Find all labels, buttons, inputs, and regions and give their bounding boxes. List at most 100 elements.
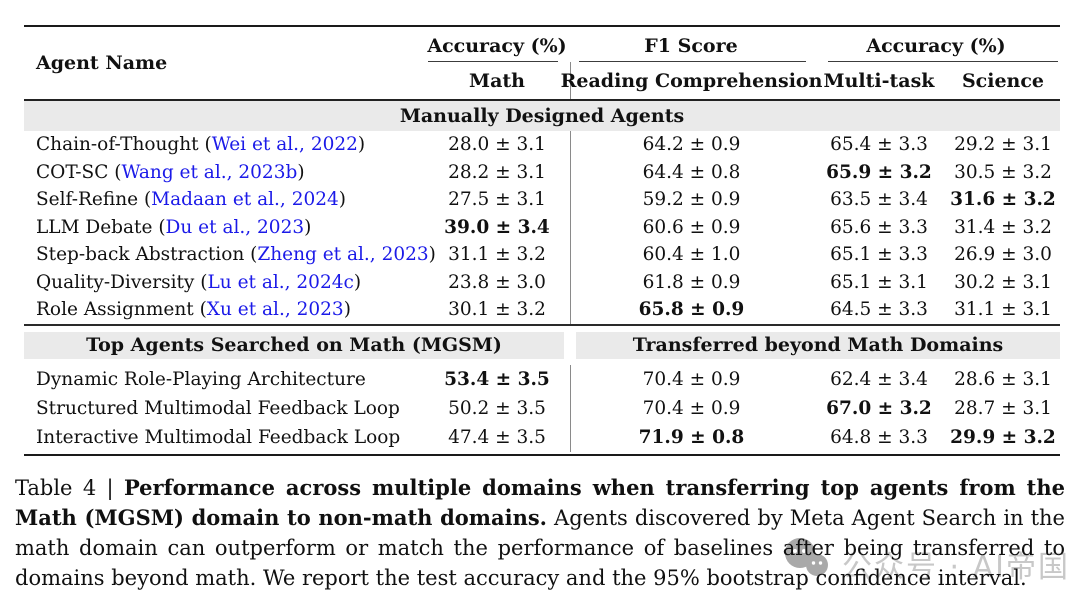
reading-f1-value: 64.2 ± 0.9 bbox=[570, 131, 812, 159]
agent-name-text: COT-SC bbox=[36, 161, 109, 183]
multi-task-accuracy-value: 65.1 ± 3.1 bbox=[830, 271, 928, 293]
agent-name: Structured Multimodal Feedback Loop bbox=[24, 394, 424, 423]
column-header-math: Math bbox=[469, 69, 525, 92]
agent-name-text: Chain-of-Thought bbox=[36, 134, 199, 156]
science-accuracy-value: 26.9 ± 3.0 bbox=[954, 244, 1052, 266]
table-row: LLM Debate (Du et al., 2023) 39.0 ± 3.4 … bbox=[24, 213, 1060, 242]
section-band-top-agents: Top Agents Searched on Math (MGSM) bbox=[24, 331, 564, 359]
agent-name-text: Structured Multimodal Feedback Loop bbox=[36, 397, 400, 419]
section-band-split: Top Agents Searched on Math (MGSM) Trans… bbox=[24, 331, 1060, 359]
agent-name: Role Assignment (Xu et al., 2023) bbox=[24, 296, 424, 324]
multi-task-accuracy-value: 65.4 ± 3.3 bbox=[830, 134, 928, 156]
column-header-science: Science bbox=[961, 69, 1045, 92]
wechat-icon bbox=[785, 538, 828, 576]
agent-name: Interactive Multimodal Feedback Loop bbox=[24, 423, 424, 452]
section-band-transferred: Transferred beyond Math Domains bbox=[576, 331, 1060, 359]
cmidrule bbox=[828, 61, 1058, 62]
reading-f1-value: 70.4 ± 0.9 bbox=[570, 393, 812, 423]
science-accuracy-value: 28.6 ± 3.1 bbox=[954, 368, 1052, 390]
group-header-accuracy-math: Accuracy (%) bbox=[424, 27, 570, 62]
agent-name-header: Agent Name bbox=[36, 52, 168, 74]
agent-name: Chain-of-Thought (Wei et al., 2022) bbox=[24, 131, 424, 159]
math-accuracy-value: 31.1 ± 3.2 bbox=[448, 244, 546, 266]
science-accuracy-value: 29.9 ± 3.2 bbox=[950, 426, 1056, 448]
citation: (Du et al., 2023) bbox=[152, 216, 312, 238]
group-header-label: F1 Score bbox=[644, 35, 738, 57]
agent-name: COT-SC (Wang et al., 2023b) bbox=[24, 159, 424, 187]
agent-name: Quality-Diversity (Lu et al., 2024c) bbox=[24, 269, 424, 297]
cmidrule bbox=[428, 61, 558, 62]
math-accuracy-value: 47.4 ± 3.5 bbox=[448, 426, 546, 448]
citation: (Madaan et al., 2024) bbox=[138, 189, 346, 211]
citation-link[interactable]: Wang et al., 2023b bbox=[121, 161, 298, 183]
table-caption: Table 4 | Performance across multiple do… bbox=[15, 473, 1065, 593]
math-accuracy-value: 53.4 ± 3.5 bbox=[444, 368, 550, 390]
watermark-text: 公众号 · AI帝国 bbox=[842, 550, 1070, 585]
math-accuracy-value: 27.5 ± 3.1 bbox=[448, 189, 546, 211]
citation-link[interactable]: Du et al., 2023 bbox=[165, 216, 305, 238]
agent-name-text: Role Assignment bbox=[36, 299, 194, 321]
agent-name: Self-Refine (Madaan et al., 2024) bbox=[24, 186, 424, 214]
table-row: Interactive Multimodal Feedback Loop 47.… bbox=[24, 422, 1060, 452]
reading-f1-value: 60.6 ± 0.9 bbox=[570, 213, 812, 241]
multi-task-accuracy-value: 67.0 ± 3.2 bbox=[826, 397, 932, 419]
citation: (Wei et al., 2022) bbox=[198, 134, 366, 156]
science-accuracy-value: 31.6 ± 3.2 bbox=[950, 189, 1056, 211]
reading-f1-value: 70.4 ± 0.9 bbox=[570, 364, 812, 394]
science-accuracy-value: 28.7 ± 3.1 bbox=[954, 397, 1052, 419]
bottom-rule bbox=[24, 453, 1060, 456]
section-manually-designed-rows: Chain-of-Thought (Wei et al., 2022) 28.0… bbox=[24, 131, 1060, 326]
agent-name: Dynamic Role-Playing Architecture bbox=[24, 365, 424, 394]
group-header-label: Accuracy (%) bbox=[427, 35, 567, 57]
multi-task-accuracy-value: 62.4 ± 3.4 bbox=[830, 368, 928, 390]
math-accuracy-value: 50.2 ± 3.5 bbox=[448, 397, 546, 419]
section-band-manually-designed: Manually Designed Agents bbox=[24, 101, 1060, 131]
table-row: Structured Multimodal Feedback Loop 50.2… bbox=[24, 393, 1060, 423]
multi-task-accuracy-value: 63.5 ± 3.4 bbox=[830, 189, 928, 211]
agent-name-text: LLM Debate bbox=[36, 216, 153, 238]
band-gap bbox=[564, 332, 576, 359]
citation: (Wang et al., 2023b) bbox=[108, 161, 305, 183]
reading-f1-value: 61.8 ± 0.9 bbox=[570, 268, 812, 296]
citation-link[interactable]: Zheng et al., 2023 bbox=[257, 244, 429, 266]
group-header-f1: F1 Score bbox=[570, 27, 812, 62]
agent-name-text: Step-back Abstraction bbox=[36, 244, 245, 266]
science-accuracy-value: 29.2 ± 3.1 bbox=[954, 134, 1052, 156]
agent-name-text: Dynamic Role-Playing Architecture bbox=[36, 368, 366, 390]
multi-task-accuracy-value: 65.6 ± 3.3 bbox=[830, 216, 928, 238]
math-accuracy-value: 30.1 ± 3.2 bbox=[448, 299, 546, 321]
science-accuracy-value: 30.2 ± 3.1 bbox=[954, 271, 1052, 293]
citation-link[interactable]: Madaan et al., 2024 bbox=[151, 189, 339, 211]
column-header-reading-comprehension: Reading Comprehension bbox=[561, 62, 822, 99]
agent-name: Step-back Abstraction (Zheng et al., 202… bbox=[24, 241, 436, 269]
table-row: Dynamic Role-Playing Architecture 53.4 ±… bbox=[24, 364, 1060, 394]
agent-name-text: Interactive Multimodal Feedback Loop bbox=[36, 426, 401, 448]
table-row: Chain-of-Thought (Wei et al., 2022) 28.0… bbox=[24, 131, 1060, 159]
agent-name-text: Quality-Diversity bbox=[36, 271, 195, 293]
citation-link[interactable]: Wei et al., 2022 bbox=[211, 134, 358, 156]
citation-link[interactable]: Lu et al., 2024c bbox=[207, 271, 354, 293]
caption-label: Table 4 | bbox=[15, 476, 124, 500]
agent-name-text: Self-Refine bbox=[36, 189, 139, 211]
section-searched-agents-rows: Dynamic Role-Playing Architecture 53.4 ±… bbox=[24, 364, 1060, 452]
citation: (Xu et al., 2023) bbox=[193, 299, 351, 321]
science-accuracy-value: 31.4 ± 3.2 bbox=[954, 216, 1052, 238]
citation: (Zheng et al., 2023) bbox=[244, 244, 436, 266]
multi-task-accuracy-value: 64.8 ± 3.3 bbox=[830, 426, 928, 448]
agent-name: LLM Debate (Du et al., 2023) bbox=[24, 214, 424, 242]
group-header-accuracy-other: Accuracy (%) bbox=[812, 27, 1060, 62]
multi-task-accuracy-value: 65.1 ± 3.3 bbox=[830, 244, 928, 266]
citation-link[interactable]: Xu et al., 2023 bbox=[206, 299, 344, 321]
citation: (Lu et al., 2024c) bbox=[194, 271, 362, 293]
reading-f1-value: 71.9 ± 0.8 bbox=[570, 422, 812, 452]
caption-body: Agents discovered by Meta Agent Search i… bbox=[15, 506, 1065, 590]
table-header: Agent Name Accuracy (%) F1 Score Accurac… bbox=[24, 27, 1060, 101]
science-accuracy-value: 30.5 ± 3.2 bbox=[954, 161, 1052, 183]
math-accuracy-value: 23.8 ± 3.0 bbox=[448, 271, 546, 293]
table-row: Role Assignment (Xu et al., 2023) 30.1 ±… bbox=[24, 296, 1060, 324]
multi-task-accuracy-value: 64.5 ± 3.3 bbox=[830, 299, 928, 321]
table-row: COT-SC (Wang et al., 2023b) 28.2 ± 3.1 6… bbox=[24, 158, 1060, 187]
cmidrule bbox=[579, 61, 806, 62]
caption-bold-title: Performance across multiple domains when… bbox=[15, 475, 1065, 530]
